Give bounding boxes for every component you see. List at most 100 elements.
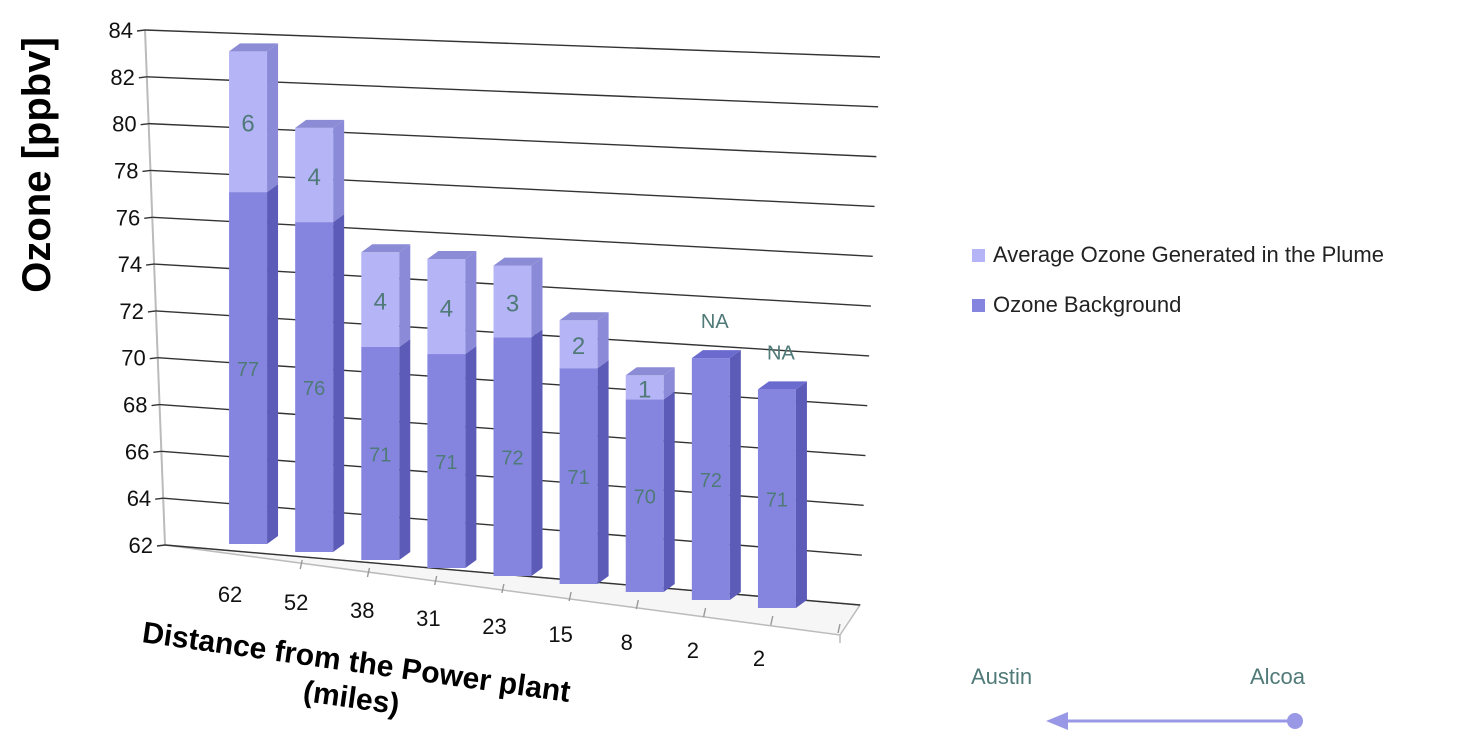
legend: Average Ozone Generated in the Plume Ozo… — [972, 242, 1384, 342]
bar-top-face — [559, 312, 609, 321]
legend-item-background: Ozone Background — [972, 292, 1384, 318]
x-tick-label: 52 — [284, 590, 308, 615]
legend-swatch-plume — [972, 248, 985, 262]
y-tick-label: 76 — [116, 205, 140, 230]
bar-background-label: 77 — [237, 359, 259, 381]
bar-background-side — [663, 391, 675, 592]
x-tick-label: 2 — [753, 646, 765, 671]
legend-item-plume: Average Ozone Generated in the Plume — [972, 242, 1384, 268]
bar-top-face — [295, 119, 345, 128]
y-tick-mark — [138, 76, 147, 79]
bars: 6 77 4 76 4 71 4 71 3 72 2 71 1 70 NA 72 NA 71 — [229, 43, 807, 608]
legend-label-background: Ozone Background — [993, 292, 1182, 317]
bar-plume — [361, 252, 400, 347]
x-tick-mark — [433, 575, 438, 586]
bar-background-side — [333, 214, 345, 552]
bar-background-side — [267, 184, 279, 545]
bar-plume-label: 2 — [572, 333, 585, 360]
direction-arrow — [1046, 712, 1303, 730]
y-tick-mark — [146, 263, 155, 266]
bar-plume-label: 1 — [638, 376, 651, 403]
left-wall-edge — [144, 29, 166, 546]
x-tick-mark — [702, 607, 707, 618]
bar-background-label: 72 — [700, 470, 722, 492]
bar-top-face — [493, 257, 543, 266]
x-tick-mark — [635, 599, 640, 610]
bar-top-face — [361, 244, 411, 253]
bar-background-side — [399, 338, 411, 560]
y-tick-label: 68 — [123, 393, 147, 418]
x-tick-mark — [837, 623, 841, 634]
y-tick-label: 80 — [112, 112, 136, 137]
bar-background-label: 71 — [369, 444, 391, 466]
bar-top-face — [757, 381, 807, 390]
bar-top-face — [625, 367, 675, 376]
y-tick-label: 82 — [110, 65, 134, 90]
y-tick-mark — [155, 497, 164, 500]
bar-plume-side — [399, 244, 411, 347]
bar-na-label: NA — [767, 342, 795, 364]
bar-background — [229, 192, 268, 545]
y-tick-mark — [151, 403, 160, 407]
bar-background — [691, 358, 730, 600]
bar-background — [625, 399, 664, 592]
bar-background-side — [597, 360, 609, 584]
y-tick-label: 66 — [125, 439, 149, 464]
arrow-tail-dot — [1287, 713, 1303, 729]
bar-background — [295, 222, 334, 552]
bar-plume — [625, 375, 664, 400]
bar-background — [559, 368, 598, 584]
bar-background — [427, 354, 466, 568]
x-tick-label: 62 — [218, 582, 242, 607]
arrow-head — [1046, 712, 1068, 730]
y-tick-mark — [142, 169, 151, 173]
bar-plume — [493, 265, 532, 338]
bar-plume-side — [333, 119, 345, 223]
bar-background — [361, 346, 400, 560]
y-tick-mark — [140, 122, 149, 126]
y-tick-mark — [156, 544, 166, 547]
bar-plume — [559, 320, 598, 369]
bar-background-label: 71 — [766, 490, 788, 512]
bar-plume-label: 4 — [307, 164, 320, 191]
y-tick-label: 78 — [114, 158, 138, 183]
legend-swatch-background — [972, 298, 985, 312]
y-tick-label: 62 — [129, 533, 153, 558]
x-tick-label: 31 — [416, 606, 440, 631]
x-tick-label: 2 — [687, 638, 699, 663]
bar-background-label: 71 — [567, 467, 589, 489]
bar-background — [757, 389, 796, 608]
x-tick-label: 15 — [548, 622, 572, 647]
y-tick-label: 70 — [121, 346, 145, 371]
y-tick-mark — [144, 216, 153, 219]
y-tick-label: 72 — [119, 299, 143, 324]
y-axis-ticks: 62 64 66 68 70 72 74 76 78 80 82 84 — [109, 18, 166, 558]
bar-plume — [229, 51, 268, 193]
y-tick-label: 64 — [127, 486, 151, 511]
y-tick-mark — [153, 450, 162, 454]
bar-plume — [427, 258, 466, 355]
bar-background-label: 71 — [435, 452, 457, 474]
bar-plume-side — [267, 43, 279, 193]
gridline — [144, 29, 881, 58]
bar-plume-side — [531, 257, 543, 338]
bar-top-face — [229, 43, 279, 52]
bar-plume-side — [465, 250, 477, 355]
y-axis-label: Ozone [ppbv] — [15, 37, 59, 293]
bar-na-label: NA — [701, 311, 729, 333]
x-tick-mark — [568, 591, 572, 602]
x-tick-mark — [501, 583, 505, 594]
bar-background-side — [531, 329, 543, 576]
y-tick-mark — [149, 357, 158, 360]
bar-background-label: 72 — [501, 448, 523, 470]
x-tick-label: 38 — [350, 598, 374, 623]
bar-plume-label: 4 — [440, 295, 453, 322]
x-axis-ticks: 62 52 38 31 23 15 8 2 2 — [218, 559, 841, 671]
x-tick-mark — [770, 615, 774, 626]
bar-top-face — [427, 250, 477, 259]
bar-background-side — [465, 346, 477, 568]
bar-plume — [295, 127, 334, 223]
bar-plume-label: 4 — [374, 289, 387, 316]
austin-label: Austin — [971, 664, 1033, 689]
